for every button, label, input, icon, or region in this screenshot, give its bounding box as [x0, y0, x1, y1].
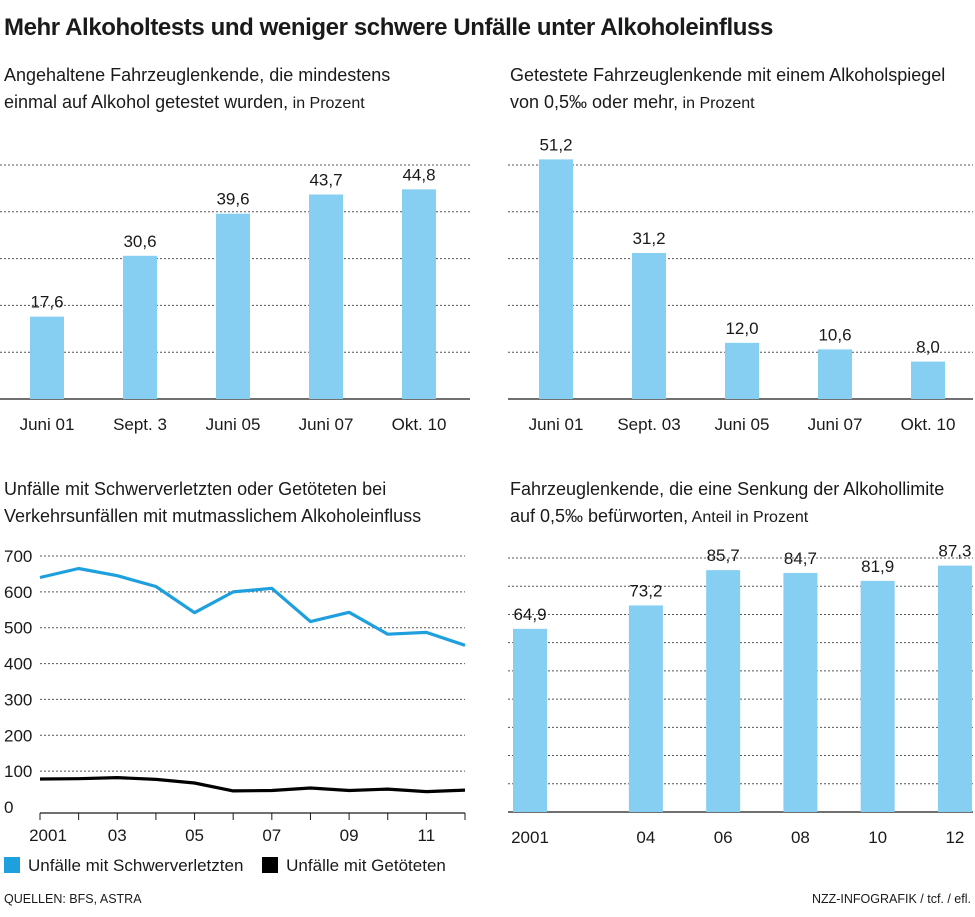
- chart-title-support: Fahrzeuglenkende, die eine Senkung der A…: [510, 476, 944, 531]
- x-tick-label: 08: [791, 828, 810, 847]
- bar: [632, 252, 666, 399]
- y-tick-label: 400: [4, 655, 32, 674]
- x-tick-label: Sept. 3: [113, 415, 167, 434]
- x-tick-label: Okt. 10: [901, 415, 956, 434]
- x-tick-label: 11: [418, 826, 436, 845]
- x-tick-label: 07: [262, 826, 281, 845]
- x-tick-label: Juni 07: [299, 415, 354, 434]
- y-tick-label: 300: [4, 690, 32, 709]
- x-tick-label: Juni 05: [206, 415, 261, 434]
- chart-title-line2: von 0,5‰ oder mehr,: [510, 92, 679, 112]
- bar: [402, 189, 436, 399]
- data-label: 84,7: [784, 549, 817, 568]
- data-label: 73,2: [629, 581, 662, 600]
- chart-title-line1: Getestete Fahrzeuglenkende mit einem Alk…: [510, 65, 946, 85]
- x-tick-label: 2001: [511, 828, 549, 847]
- chart-unit: in Prozent: [288, 95, 365, 112]
- bar: [123, 255, 157, 399]
- data-label: 8,0: [916, 338, 940, 357]
- y-tick-label: 700: [4, 547, 32, 566]
- x-tick-label: Okt. 10: [392, 415, 447, 434]
- legend-item-killed: Unfälle mit Getöteten: [262, 856, 446, 876]
- x-tick-label: 12: [945, 828, 964, 847]
- data-label: 87,3: [938, 542, 971, 561]
- bar: [539, 159, 573, 399]
- y-tick-label: 200: [4, 726, 32, 745]
- data-label: 44,8: [402, 165, 435, 184]
- chart-legend: Unfälle mit Schwerverletzten Unfälle mit…: [4, 856, 460, 876]
- x-tick-label: 10: [868, 828, 887, 847]
- data-label: 17,6: [30, 293, 63, 312]
- page-title: Mehr Alkoholtests und weniger schwere Un…: [4, 14, 773, 41]
- chart-title-line2: einmal auf Alkohol getestet wurden,: [4, 92, 289, 112]
- chart-title-line1: Angehaltene Fahrzeuglenkende, die mindes…: [4, 65, 391, 85]
- bar: [513, 628, 547, 812]
- y-tick-label: 100: [4, 762, 32, 781]
- chart-title-line2: Verkehrsunfällen mit mutmasslichem Alkoh…: [4, 506, 422, 526]
- chart-title-positive: Getestete Fahrzeuglenkende mit einem Alk…: [510, 62, 945, 117]
- x-tick-label: 2001: [29, 826, 67, 845]
- x-tick-label: 03: [108, 826, 127, 845]
- data-label: 64,9: [513, 605, 546, 624]
- series-line-injured: [39, 566, 466, 647]
- x-tick-label: 04: [636, 828, 655, 847]
- bar: [628, 605, 663, 812]
- bar: [860, 580, 895, 812]
- chart-title-tests: Angehaltene Fahrzeuglenkende, die mindes…: [4, 62, 390, 117]
- legend-swatch: [4, 857, 20, 873]
- data-label: 31,2: [632, 229, 665, 248]
- bar: [309, 194, 343, 399]
- chart-unit: in Prozent: [678, 95, 755, 112]
- bar: [818, 349, 852, 399]
- y-tick-label: 0: [4, 798, 13, 817]
- x-tick-label: 06: [714, 828, 733, 847]
- x-tick-label: Juni 01: [529, 415, 584, 434]
- legend-label: Unfälle mit Schwerverletzten: [28, 856, 244, 875]
- chart-title-line1: Fahrzeuglenkende, die eine Senkung der A…: [510, 479, 945, 499]
- x-tick-label: Juni 05: [715, 415, 770, 434]
- legend-swatch: [262, 857, 279, 873]
- chart-unit: Anteil in Prozent: [688, 509, 809, 526]
- data-label: 51,2: [539, 135, 572, 154]
- x-tick-label: 05: [185, 826, 204, 845]
- sources-note: QUELLEN: BFS, ASTRA: [4, 892, 142, 906]
- data-label: 43,7: [309, 170, 342, 189]
- data-label: 12,0: [725, 319, 758, 338]
- bar: [706, 570, 741, 812]
- chart-title-line2: auf 0,5‰ befürworten,: [510, 506, 689, 526]
- chart-title-accidents: Unfälle mit Schwerverletzten oder Getöte…: [4, 476, 421, 531]
- bar: [937, 565, 972, 812]
- x-tick-label: 09: [340, 826, 359, 845]
- credit-note: NZZ-INFOGRAFIK / tcf. / efl.: [811, 892, 971, 906]
- bar: [216, 213, 250, 399]
- bar: [725, 342, 759, 399]
- data-label: 85,7: [707, 546, 740, 565]
- bar: [783, 572, 818, 812]
- legend-label: Unfälle mit Getöteten: [286, 856, 446, 875]
- x-tick-label: Juni 01: [20, 415, 75, 434]
- data-label: 39,6: [216, 190, 249, 209]
- legend-item-injured: Unfälle mit Schwerverletzten: [4, 856, 243, 876]
- series-line-killed: [39, 775, 466, 794]
- data-label: 81,9: [861, 557, 894, 576]
- x-tick-label: Juni 07: [808, 415, 863, 434]
- chart-title-line1: Unfälle mit Schwerverletzten oder Getöte…: [4, 479, 387, 499]
- y-tick-label: 500: [4, 619, 32, 638]
- data-label: 10,6: [818, 325, 851, 344]
- bar: [30, 316, 64, 399]
- data-label: 30,6: [123, 232, 156, 251]
- bar: [911, 361, 945, 399]
- x-tick-label: Sept. 03: [617, 415, 680, 434]
- y-tick-label: 600: [4, 583, 32, 602]
